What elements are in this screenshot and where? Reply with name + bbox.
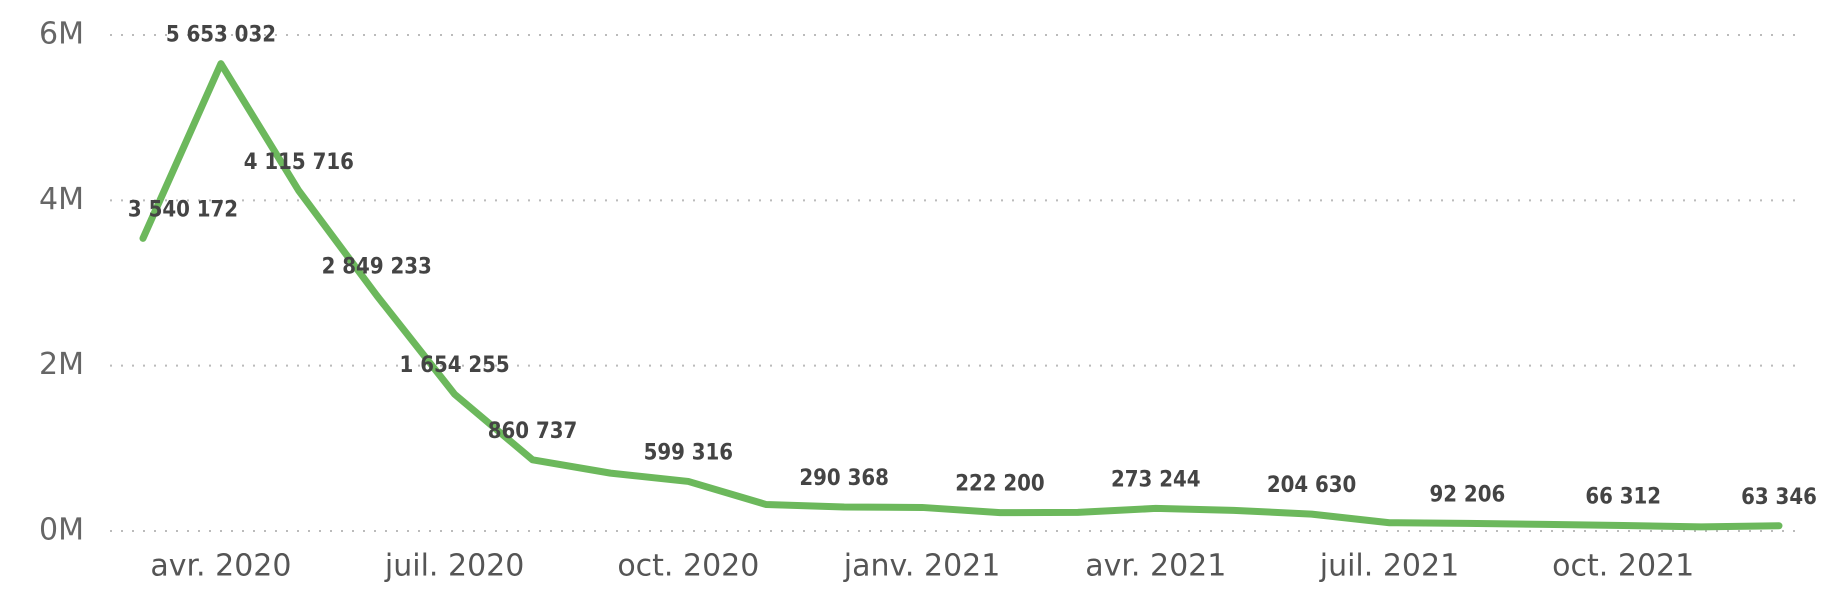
value-label: 5 653 032 [166, 23, 276, 48]
value-label: 92 206 [1430, 482, 1506, 507]
value-label: 63 346 [1741, 485, 1817, 510]
x-tick-label: janv. 2021 [843, 549, 1001, 584]
value-label: 3 540 172 [128, 197, 238, 222]
y-tick-label: 4M [39, 182, 84, 217]
x-tick-label: juil. 2020 [384, 549, 524, 584]
line [139, 60, 1783, 531]
value-label: 66 312 [1585, 485, 1661, 510]
y-tick-label: 2M [39, 347, 84, 382]
value-label: 222 200 [955, 472, 1045, 497]
x-tick-label: oct. 2020 [617, 549, 759, 584]
value-label: 860 737 [488, 419, 578, 444]
x-tick-label: juil. 2021 [1319, 549, 1459, 584]
y-tick-label: 0M [39, 513, 84, 548]
y-tick-label: 6M [39, 17, 84, 52]
value-label: 599 316 [644, 440, 734, 465]
x-tick-label: oct. 2021 [1552, 549, 1694, 584]
value-label: 290 368 [799, 466, 889, 491]
value-label: 2 849 233 [322, 254, 432, 279]
value-label: 204 630 [1267, 473, 1357, 498]
x-tick-label: avr. 2020 [150, 549, 291, 584]
value-label: 1 654 255 [400, 353, 510, 378]
x-tick-label: avr. 2021 [1085, 549, 1226, 584]
value-label: 273 244 [1111, 467, 1201, 492]
value-label: 4 115 716 [244, 150, 354, 175]
